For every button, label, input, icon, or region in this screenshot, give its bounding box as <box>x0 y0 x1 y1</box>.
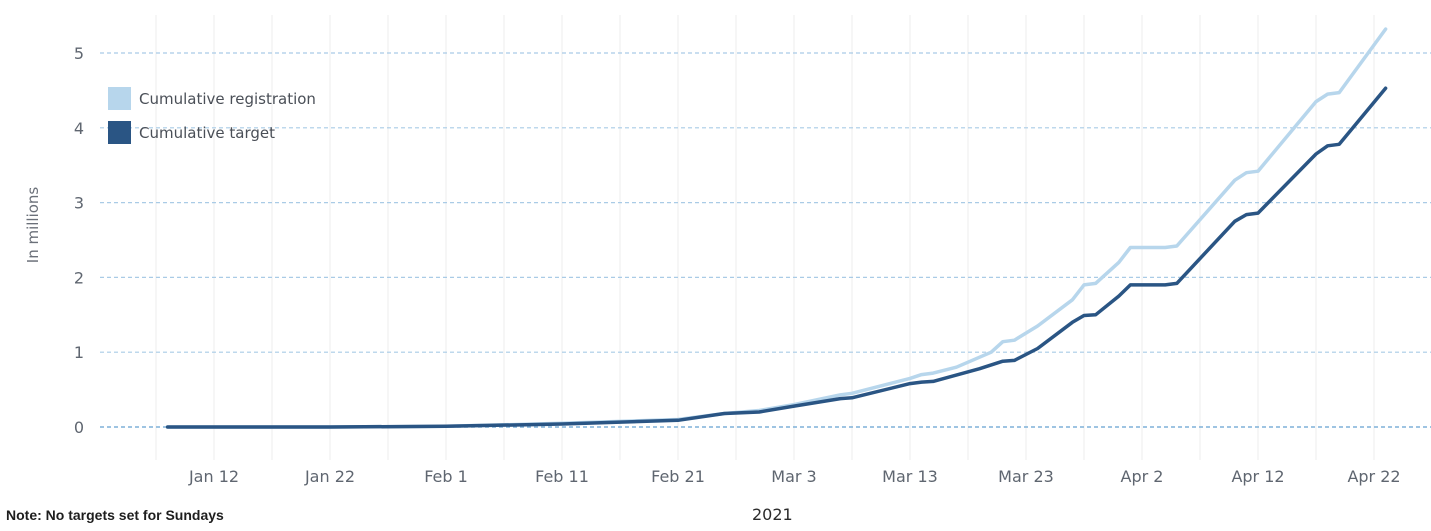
x-tick-label: Mar 13 <box>882 467 938 486</box>
legend-label-target: Cumulative target <box>139 124 275 142</box>
y-tick-label: 3 <box>74 194 84 213</box>
series-lines <box>165 27 1388 429</box>
x-tick-label: Feb 1 <box>424 467 468 486</box>
legend-swatch-registration <box>108 87 131 110</box>
y-tick-label: 2 <box>74 268 84 287</box>
series-line-registration <box>165 27 1388 429</box>
y-axis: 0 1 2 3 4 5 <box>74 44 84 437</box>
y-tick-label: 0 <box>74 418 84 437</box>
y-tick-label: 4 <box>74 119 84 138</box>
x-tick-label: Apr 12 <box>1231 467 1284 486</box>
y-tick-label: 5 <box>74 44 84 63</box>
legend: Cumulative registration Cumulative targe… <box>108 87 316 144</box>
footnote: Note: No targets set for Sundays <box>6 507 224 523</box>
x-tick-label: Apr 22 <box>1347 467 1400 486</box>
y-tick-label: 1 <box>74 343 84 362</box>
y-axis-title: In millions <box>24 187 42 264</box>
legend-swatch-target <box>108 121 131 144</box>
x-axis-title: 2021 <box>752 505 793 524</box>
x-tick-label: Apr 2 <box>1121 467 1164 486</box>
x-tick-label: Jan 12 <box>188 467 239 486</box>
horizontal-gridlines <box>100 52 1431 428</box>
x-tick-label: Feb 21 <box>651 467 705 486</box>
x-tick-label: Mar 23 <box>998 467 1054 486</box>
x-tick-label: Jan 22 <box>304 467 355 486</box>
vertical-gridlines <box>155 15 1375 460</box>
x-axis: Jan 12 Jan 22 Feb 1 Feb 11 Feb 21 Mar 3 Mar 13… <box>188 467 1401 486</box>
x-tick-label: Mar 3 <box>771 467 816 486</box>
legend-label-registration: Cumulative registration <box>139 90 316 108</box>
x-tick-label: Feb 11 <box>535 467 589 486</box>
series-line-target <box>165 86 1388 429</box>
